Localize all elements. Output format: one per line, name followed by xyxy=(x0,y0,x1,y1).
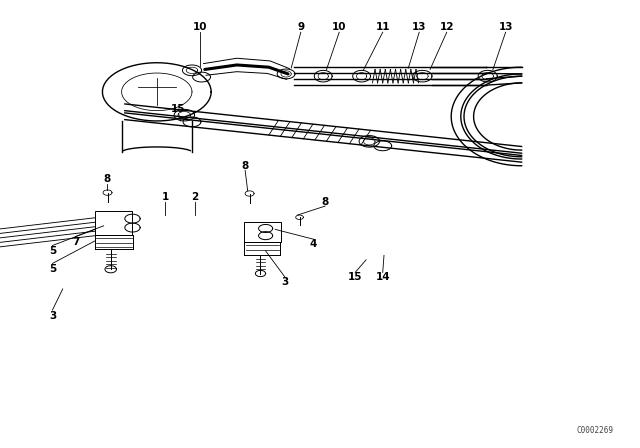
Bar xyxy=(244,222,281,242)
Text: 10: 10 xyxy=(193,22,207,32)
Text: 11: 11 xyxy=(376,22,390,32)
Text: 14: 14 xyxy=(376,272,390,282)
Text: 4: 4 xyxy=(310,239,317,249)
Text: 15: 15 xyxy=(172,104,186,114)
Text: 7: 7 xyxy=(72,237,79,247)
Text: 1: 1 xyxy=(161,192,169,202)
Text: C0002269: C0002269 xyxy=(577,426,614,435)
Text: 8: 8 xyxy=(241,161,249,171)
Text: 3: 3 xyxy=(281,277,289,287)
Text: 13: 13 xyxy=(499,22,513,32)
Text: 2: 2 xyxy=(191,192,199,202)
Text: 12: 12 xyxy=(440,22,454,32)
Text: 10: 10 xyxy=(332,22,346,32)
Bar xyxy=(95,211,132,235)
Text: 5: 5 xyxy=(49,264,56,274)
Text: 9: 9 xyxy=(297,22,305,32)
Text: 8: 8 xyxy=(321,197,329,207)
Text: 15: 15 xyxy=(348,272,362,282)
Text: 5: 5 xyxy=(49,246,56,256)
Text: 8: 8 xyxy=(103,174,111,184)
Text: 3: 3 xyxy=(49,311,56,321)
Text: 13: 13 xyxy=(412,22,426,32)
